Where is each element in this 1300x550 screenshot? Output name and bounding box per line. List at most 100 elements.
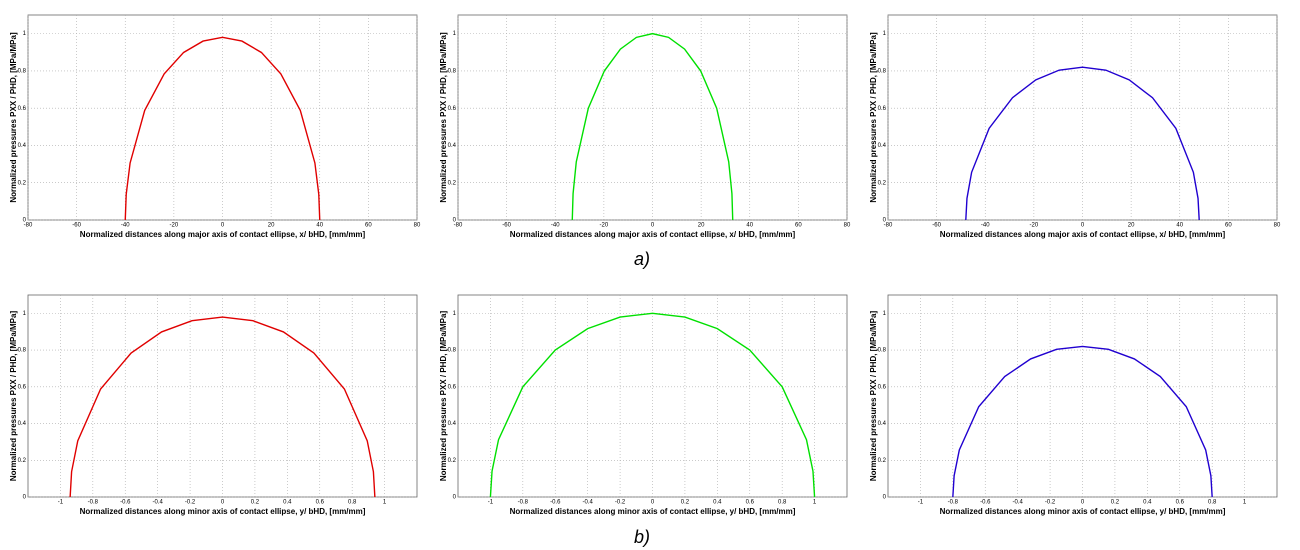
x-tick-label: -1	[488, 500, 494, 506]
x-tick-label: -0.4	[152, 500, 163, 506]
y-axis-label: Normalized pressures PXX / PHD, [MPa/MPa…	[439, 32, 448, 203]
y-tick-label: 0.2	[878, 458, 887, 464]
x-tick-label: -1	[918, 500, 924, 506]
y-tick-label: 0.4	[18, 421, 27, 427]
x-axis-label: Normalized distances along major axis of…	[80, 230, 366, 239]
x-tick-label: 0.6	[746, 500, 755, 506]
x-tick-label: -80	[884, 223, 893, 229]
y-tick-label: 1	[883, 31, 887, 37]
caption: a)	[634, 249, 650, 269]
y-tick-label: 0.6	[18, 106, 27, 112]
x-tick-label: -0.6	[550, 500, 561, 506]
x-tick-label: -40	[551, 223, 560, 229]
x-tick-label: 0	[1081, 500, 1085, 506]
x-tick-label: 0.2	[681, 500, 690, 506]
x-tick-label: 40	[1176, 223, 1183, 229]
y-tick-label: 0.6	[18, 384, 27, 390]
x-tick-label: 40	[316, 223, 323, 229]
y-tick-label: 0.2	[448, 458, 457, 464]
x-tick-label: -0.2	[185, 500, 196, 506]
y-tick-label: 0.8	[878, 348, 887, 354]
x-tick-label: 0.4	[283, 500, 292, 506]
x-tick-label: 80	[1274, 223, 1281, 229]
y-tick-label: 0.8	[878, 68, 887, 74]
y-tick-label: 1	[453, 31, 457, 37]
x-tick-label: 0.4	[1143, 500, 1152, 506]
y-axis-label: Normalized pressures PXX / PHD, [MPa/MPa…	[439, 311, 448, 482]
y-tick-label: 0.2	[448, 180, 457, 186]
x-tick-label: -60	[932, 223, 941, 229]
x-tick-label: 0.8	[778, 500, 787, 506]
x-tick-label: 0.6	[1176, 500, 1185, 506]
x-tick-label: 1	[813, 500, 817, 506]
data-line	[965, 66, 1200, 221]
x-tick-label: -80	[24, 223, 33, 229]
x-tick-label: -80	[454, 223, 463, 229]
x-tick-label: 60	[1225, 223, 1232, 229]
y-tick-label: 0.6	[448, 384, 457, 390]
x-tick-label: 1	[383, 500, 387, 506]
y-tick-label: 1	[453, 311, 457, 317]
x-tick-label: 60	[795, 223, 802, 229]
x-tick-label: -0.8	[948, 500, 959, 506]
y-tick-label: 0.8	[448, 348, 457, 354]
x-tick-label: 0	[651, 500, 655, 506]
data-line	[489, 312, 816, 498]
x-tick-label: -1	[58, 500, 64, 506]
x-tick-label: 80	[414, 223, 421, 229]
data-line	[952, 345, 1213, 498]
y-tick-label: 0.4	[18, 143, 27, 149]
caption: b)	[634, 527, 650, 547]
y-tick-label: 0.8	[18, 348, 27, 354]
y-tick-label: 0.2	[18, 180, 27, 186]
y-tick-label: 0	[453, 495, 457, 501]
y-tick-label: 0.4	[878, 143, 887, 149]
y-tick-label: 0	[883, 495, 887, 501]
y-tick-label: 0.4	[878, 421, 887, 427]
x-tick-label: 0.2	[251, 500, 260, 506]
y-tick-label: 0.2	[878, 180, 887, 186]
y-axis-label: Normalized pressures PXX / PHD, [MPa/MPa…	[9, 311, 18, 482]
x-tick-label: -20	[170, 223, 179, 229]
x-axis-label: Normalized distances along minor axis of…	[940, 507, 1226, 516]
x-tick-label: -60	[72, 223, 81, 229]
x-tick-label: -0.2	[1045, 500, 1056, 506]
y-axis-label: Normalized pressures PXX / PHD, [MPa/MPa…	[9, 32, 18, 203]
y-tick-label: 0.6	[448, 106, 457, 112]
x-tick-label: -0.6	[120, 500, 131, 506]
x-tick-label: -0.8	[88, 500, 99, 506]
data-line	[69, 316, 376, 498]
x-tick-label: -0.6	[980, 500, 991, 506]
y-tick-label: 0	[883, 218, 887, 224]
data-line	[124, 36, 321, 221]
x-tick-label: 0	[1081, 223, 1085, 229]
y-tick-label: 1	[23, 31, 27, 37]
data-line	[571, 32, 734, 221]
y-tick-label: 0	[23, 218, 27, 224]
y-tick-label: 0.4	[448, 421, 457, 427]
y-tick-label: 0.6	[878, 106, 887, 112]
x-tick-label: 0	[651, 223, 655, 229]
y-axis-label: Normalized pressures PXX / PHD, [MPa/MPa…	[869, 311, 878, 482]
x-axis-label: Normalized distances along minor axis of…	[80, 507, 366, 516]
x-tick-label: 60	[365, 223, 372, 229]
y-tick-label: 0.8	[448, 68, 457, 74]
x-tick-label: 1	[1243, 500, 1247, 506]
x-tick-label: 20	[268, 223, 275, 229]
y-tick-label: 0.8	[18, 68, 27, 74]
y-tick-label: 1	[883, 311, 887, 317]
y-tick-label: 0	[23, 495, 27, 501]
y-tick-label: 0.6	[878, 384, 887, 390]
x-tick-label: -0.2	[615, 500, 626, 506]
x-tick-label: -40	[981, 223, 990, 229]
x-tick-label: -0.8	[518, 500, 529, 506]
x-axis-label: Normalized distances along major axis of…	[940, 230, 1226, 239]
x-tick-label: 0	[221, 223, 225, 229]
x-axis-label: Normalized distances along major axis of…	[510, 230, 796, 239]
x-tick-label: 0.4	[713, 500, 722, 506]
x-tick-label: -20	[1030, 223, 1039, 229]
x-tick-label: 20	[698, 223, 705, 229]
x-tick-label: -0.4	[1012, 500, 1023, 506]
